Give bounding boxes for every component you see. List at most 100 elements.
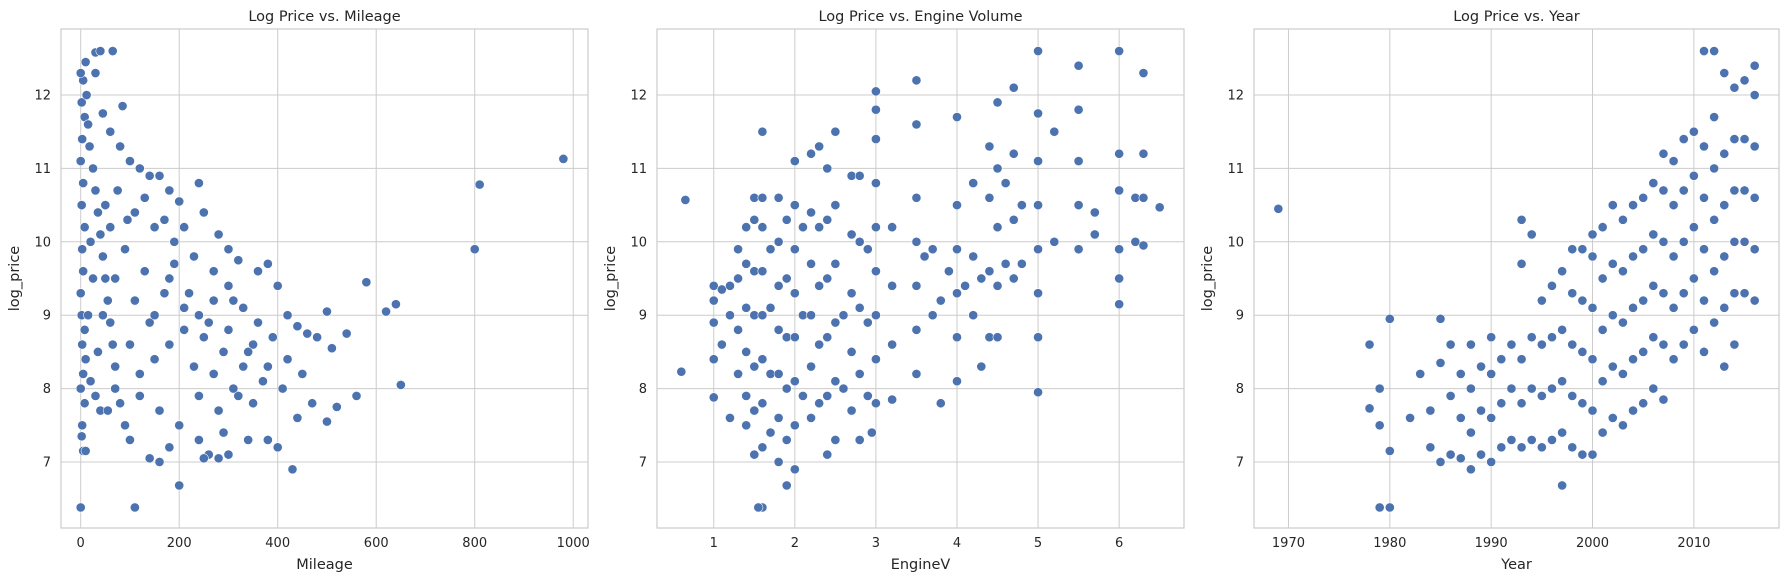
scatter-point <box>130 207 140 218</box>
scatter-point <box>887 222 897 233</box>
scatter-point <box>381 306 391 317</box>
scatter-point <box>992 280 1003 291</box>
scatter-point <box>1658 236 1669 247</box>
scatter-point <box>1668 251 1679 262</box>
scatter-point <box>228 383 239 394</box>
scatter-point <box>781 214 792 225</box>
scatter-point <box>1699 46 1709 56</box>
scatter-point <box>1648 280 1659 291</box>
scatter-point <box>395 380 406 390</box>
scatter-point <box>93 347 103 357</box>
scatter-point <box>1008 273 1019 284</box>
scatter-point <box>814 222 825 233</box>
scatter-point <box>862 244 873 255</box>
scatter-point <box>1073 60 1084 71</box>
scatter-point <box>757 354 768 365</box>
scatter-point <box>134 163 145 174</box>
scatter-point <box>1628 354 1638 365</box>
scatter-point <box>1486 369 1497 379</box>
scatter-point <box>1719 361 1730 372</box>
scatter-point <box>680 195 691 205</box>
scatter-point <box>1587 354 1598 365</box>
scatter-point <box>312 332 322 343</box>
y-tick-label-engine-volume: 8 <box>639 382 647 397</box>
scatter-point <box>1577 244 1588 255</box>
scatter-point <box>1073 104 1084 115</box>
scatter-point <box>984 266 995 277</box>
scatter-point <box>887 394 897 405</box>
scatter-point <box>75 502 86 513</box>
scatter-point <box>159 214 170 225</box>
scatter-point <box>1547 280 1557 291</box>
scatter-point <box>862 317 873 328</box>
x-tick-label-mileage: 1000 <box>557 536 590 551</box>
scatter-point <box>1607 200 1618 210</box>
y-tick-label-mileage: 9 <box>43 309 51 324</box>
scatter-point <box>105 222 116 233</box>
scatter-point <box>1415 369 1426 379</box>
scatter-point <box>1384 313 1395 324</box>
scatter-point <box>781 435 792 445</box>
scatter-point <box>1567 442 1578 453</box>
y-tick-label-year: 9 <box>1236 309 1244 324</box>
scatter-point <box>1577 295 1588 306</box>
scatter-point <box>88 163 98 174</box>
scatter-point <box>984 141 995 152</box>
plot-frame-engine-volume <box>656 28 1185 529</box>
scatter-point <box>154 457 165 467</box>
gridlines-year <box>1254 29 1779 528</box>
scatter-point <box>798 310 808 321</box>
scatter-point <box>1557 266 1567 277</box>
scatter-point <box>107 339 118 350</box>
scatter-point <box>1138 192 1149 203</box>
scatter-point <box>1638 398 1649 409</box>
scatter-point <box>887 339 897 350</box>
scatter-point <box>992 332 1003 343</box>
scatter-point <box>223 324 234 335</box>
scatter-point <box>733 273 743 284</box>
scatter-point <box>76 200 87 210</box>
scatter-point <box>85 236 96 247</box>
scatter-point <box>968 310 979 321</box>
plot-frame-year <box>1253 28 1780 529</box>
scatter-point <box>189 251 199 262</box>
scatter-point <box>1374 502 1385 513</box>
scatter-point <box>1114 46 1125 56</box>
scatter-point <box>1506 435 1517 445</box>
scatter-point <box>749 214 760 225</box>
scatter-point <box>1618 317 1628 328</box>
scatter-point <box>806 413 816 423</box>
scatter-point <box>253 317 263 328</box>
scatter-point <box>1405 413 1415 423</box>
scatter-point <box>846 170 857 181</box>
x-tick-label-engine-volume: 4 <box>953 536 961 551</box>
scatter-point <box>871 266 881 277</box>
scatter-point <box>871 398 881 409</box>
scatter-point <box>194 435 204 445</box>
scatter-point <box>1536 295 1547 306</box>
scatter-series-mileage <box>75 46 569 513</box>
scatter-point <box>194 178 204 188</box>
scatter-point <box>80 354 91 365</box>
scatter-point <box>708 280 719 291</box>
scatter-point <box>174 480 185 491</box>
scatter-point <box>243 435 254 445</box>
scatter-point <box>391 299 401 310</box>
scatter-point <box>1435 313 1446 324</box>
scatter-point <box>830 435 841 445</box>
scatter-point <box>80 446 91 456</box>
scatter-point <box>134 391 145 401</box>
scatter-point <box>223 280 234 291</box>
scatter-point <box>1749 244 1760 255</box>
y-tick-label-engine-volume: 12 <box>630 89 647 104</box>
scatter-point <box>238 361 249 372</box>
scatter-point <box>159 288 170 299</box>
scatter-point <box>1557 376 1567 387</box>
scatter-point <box>1587 251 1598 262</box>
scatter-point <box>95 46 106 56</box>
scatter-point <box>830 126 841 137</box>
y-tick-label-mileage: 7 <box>43 455 51 470</box>
scatter-point <box>1729 339 1740 350</box>
scatter-point <box>1607 361 1618 372</box>
